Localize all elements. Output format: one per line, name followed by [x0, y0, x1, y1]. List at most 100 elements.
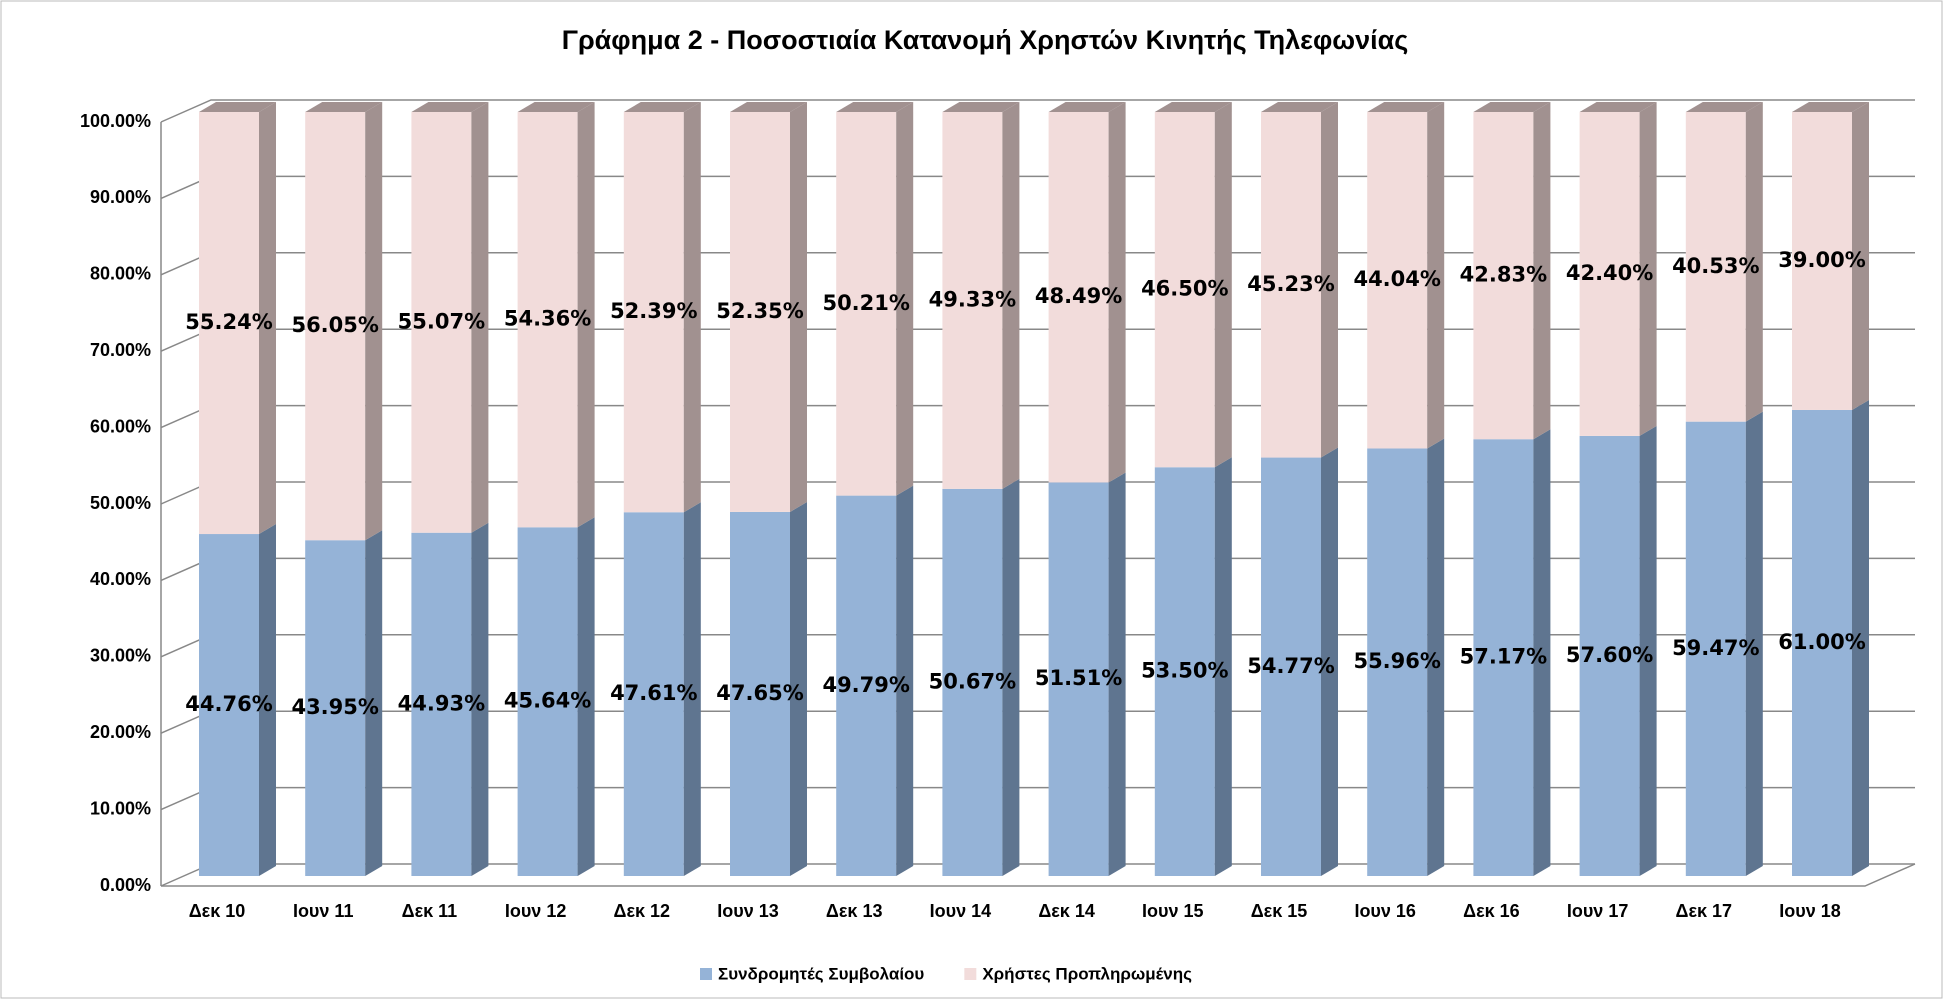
x-tick-label: Ιουν 11 [293, 901, 354, 921]
legend-label: Χρήστες Προπληρωμένης [982, 964, 1192, 983]
y-tick-label: 90.00% [90, 187, 151, 207]
x-tick-label: Ιουν 12 [505, 901, 567, 921]
value-label: 56.05% [291, 313, 378, 337]
bar-side [1533, 102, 1551, 440]
bar-side [790, 102, 807, 512]
legend-swatch [700, 968, 712, 980]
legend-swatch [964, 968, 977, 980]
bar-top [199, 102, 276, 112]
x-tick-label: Δεκ 11 [402, 901, 458, 921]
value-label: 49.33% [929, 287, 1016, 311]
bar-segment [730, 511, 790, 876]
bar-segment [1367, 448, 1428, 876]
x-tick-label: Ιουν 17 [1567, 901, 1629, 921]
value-label: 53.50% [1141, 659, 1228, 683]
bar-side [683, 102, 701, 513]
y-tick-label: 60.00% [90, 416, 151, 436]
value-label: 42.83% [1460, 263, 1547, 287]
bar-side [1002, 478, 1020, 876]
bar-side [896, 485, 914, 876]
bar-segment [1685, 421, 1746, 876]
bar-segment [730, 112, 790, 512]
value-label: 46.50% [1141, 277, 1228, 301]
value-label: 55.24% [185, 310, 272, 334]
bar-segment [1473, 112, 1534, 440]
bar-top [942, 102, 1020, 112]
y-tick-label: 10.00% [90, 798, 151, 818]
bar-segment [942, 112, 1003, 489]
bar-side [1214, 102, 1232, 468]
value-label: 54.77% [1247, 654, 1334, 678]
value-label: 54.36% [504, 307, 591, 331]
bar-segment [1473, 439, 1534, 876]
value-label: 45.64% [504, 689, 591, 713]
bar-side [259, 524, 276, 876]
value-label: 44.93% [398, 691, 485, 715]
value-label: 55.07% [398, 309, 485, 333]
bar-segment [1261, 112, 1321, 458]
value-label: 42.40% [1566, 261, 1653, 285]
bar-side [1745, 411, 1763, 876]
bar-side [259, 102, 276, 535]
bar-segment [1048, 112, 1109, 483]
bar-top [1154, 102, 1232, 112]
bar-side [1533, 429, 1551, 876]
bar-side [1108, 472, 1126, 876]
bar-side [683, 502, 701, 876]
x-tick-label: Δεκ 15 [1251, 901, 1308, 921]
bar-segment [1154, 112, 1215, 468]
bar-side [1108, 102, 1126, 483]
bar-top [1473, 102, 1551, 112]
bar-top [1261, 102, 1338, 112]
y-tick-label: 100.00% [80, 111, 151, 131]
x-tick-label: Δεκ 17 [1676, 901, 1733, 921]
bar-side [577, 102, 595, 528]
bar-segment [305, 112, 366, 541]
value-label: 57.17% [1460, 645, 1547, 669]
bar-top [1048, 102, 1126, 112]
bar-side [1321, 102, 1338, 458]
bar-side [1321, 447, 1338, 876]
bar-side [577, 517, 595, 876]
bar-segment [411, 532, 472, 876]
value-label: 57.60% [1566, 643, 1653, 667]
value-label: 40.53% [1672, 254, 1759, 278]
x-tick-label: Δεκ 12 [614, 901, 671, 921]
value-label: 44.76% [185, 692, 272, 716]
bar-segment [305, 540, 366, 876]
bar-top [1792, 102, 1869, 112]
value-label: 59.47% [1672, 636, 1759, 660]
value-label: 52.39% [610, 299, 697, 323]
y-tick-label: 70.00% [90, 340, 151, 360]
bar-segment [942, 488, 1003, 876]
bar-segment [1579, 112, 1640, 436]
bar-top [730, 102, 807, 112]
y-tick-label: 20.00% [90, 722, 151, 742]
bar-segment [1792, 409, 1852, 876]
value-label: 55.96% [1353, 649, 1440, 673]
bar-segment [1792, 112, 1852, 410]
bar-top [1685, 102, 1763, 112]
x-tick-label: Δεκ 10 [189, 901, 246, 921]
bar-side [1427, 102, 1445, 449]
bar-side [1214, 457, 1232, 876]
grid-line [160, 99, 1915, 123]
y-tick-label: 80.00% [90, 264, 151, 284]
bar-segment [517, 112, 578, 528]
legend-label: Συνδρομητές Συμβολαίου [718, 964, 924, 983]
bar-side [365, 530, 383, 876]
bar-top [623, 102, 701, 112]
bar-segment [1579, 435, 1640, 876]
bar-segment [1261, 457, 1321, 876]
value-label: 50.67% [929, 669, 1016, 693]
value-label: 43.95% [291, 695, 378, 719]
x-tick-label: Ιουν 15 [1142, 901, 1204, 921]
value-label: 47.61% [610, 681, 697, 705]
value-label: 51.51% [1035, 666, 1122, 690]
bar-segment [1685, 112, 1746, 422]
bar-side [1745, 102, 1763, 422]
chart-title: Γράφημα 2 - Ποσοστιαία Κατανομή Χρηστών … [562, 25, 1409, 55]
x-tick-label: Ιουν 14 [930, 901, 992, 921]
bar-segment [199, 534, 259, 876]
